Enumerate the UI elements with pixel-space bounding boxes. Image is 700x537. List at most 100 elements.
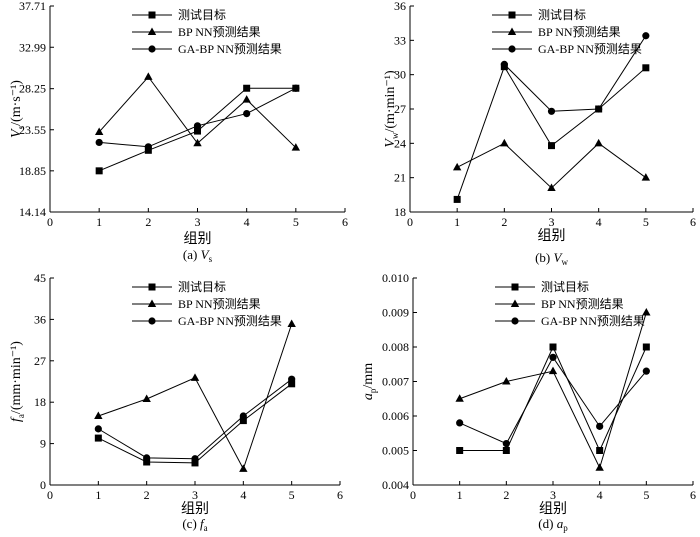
legend-label: BP NN预测结果	[541, 297, 624, 311]
y-axis-title: Vs/(m·s⁻¹)	[9, 80, 26, 138]
data-point	[548, 142, 555, 150]
x-tick-label: 5	[293, 215, 299, 229]
data-point	[548, 366, 558, 375]
data-point	[502, 440, 510, 448]
legend-label: GA-BP NN预测结果	[541, 314, 645, 328]
caption-prefix: (b)	[535, 250, 553, 265]
caption-prefix: (c)	[182, 516, 200, 531]
legend-marker	[511, 283, 519, 291]
x-tick-label: 6	[342, 215, 348, 229]
y-tick-label: 18	[34, 395, 46, 409]
x-tick-label: 2	[144, 488, 150, 502]
legend-marker	[511, 317, 519, 325]
data-point	[239, 417, 247, 425]
data-point	[144, 143, 152, 151]
series-line	[99, 87, 297, 148]
series-triangle	[455, 308, 651, 471]
x-tick-label: 2	[145, 215, 151, 229]
legend-marker	[148, 11, 156, 19]
data-point	[239, 464, 248, 472]
y-tick-label: 24	[394, 136, 406, 150]
data-point	[193, 138, 202, 147]
data-point	[287, 319, 296, 327]
chart-vw: 0 1 2 3 4 5 618212427303336组别Vw/(m·min⁻¹)测试目标B…	[383, 0, 696, 267]
data-point	[191, 459, 199, 467]
data-point	[642, 64, 650, 72]
series-line	[98, 76, 297, 149]
data-point	[549, 353, 557, 361]
caption-prefix: (d)	[538, 516, 556, 531]
legend-label: BP NN预测结果	[178, 297, 261, 311]
legend-marker	[510, 299, 520, 307]
data-point	[95, 138, 103, 147]
series-line	[459, 312, 647, 470]
series-line	[98, 323, 293, 471]
series-circle	[456, 353, 650, 448]
x-tick-label: 3	[550, 488, 556, 502]
series-circle	[95, 84, 300, 151]
y-axis-title-main: V	[9, 128, 24, 138]
x-tick-label: 3	[549, 215, 555, 229]
x-axis-title: 组别	[184, 231, 212, 247]
y-tick-label: 0.010	[382, 271, 409, 285]
y-axis-title-unit: /(mm·min⁻¹)	[9, 341, 24, 414]
data-point	[143, 458, 151, 466]
data-point	[595, 105, 603, 113]
series-triangle	[94, 72, 301, 151]
data-point	[642, 367, 650, 375]
data-point	[596, 422, 604, 430]
data-point	[95, 167, 103, 175]
x-tick-label: 5	[643, 215, 649, 229]
series-square	[95, 84, 300, 175]
legend-marker	[148, 283, 156, 291]
legend-label: BP NN预测结果	[178, 25, 261, 39]
data-point	[595, 463, 604, 471]
x-tick-label: 4	[244, 215, 250, 229]
y-axis-title: ap/mm	[361, 363, 378, 400]
caption-prefix: (a)	[183, 247, 201, 262]
x-tick-label: 4	[596, 215, 602, 229]
caption-sub: s	[209, 254, 213, 264]
legend-label: 测试目标	[178, 7, 226, 22]
data-point	[594, 138, 603, 147]
legend-marker	[148, 45, 156, 53]
data-point	[288, 380, 296, 388]
caption-sub: a	[204, 523, 208, 533]
series-square	[94, 380, 296, 467]
series-line	[98, 378, 292, 460]
x-axis-title: 组别	[538, 228, 566, 244]
data-point	[239, 412, 247, 420]
series-circle	[500, 32, 650, 115]
data-point	[193, 122, 202, 130]
x-tick-label: 6	[337, 488, 343, 502]
y-tick-label: 27	[34, 354, 46, 368]
caption-sub: p	[563, 523, 568, 533]
chart-ap: 0 1 2 3 4 5 6 0.004 0.005 0.006 0.007 0.008 0.009 0.0…	[361, 271, 696, 533]
y-tick-label: 30	[394, 68, 406, 82]
x-tick-label: 6	[690, 215, 696, 229]
y-tick-label: 37.71	[19, 0, 46, 13]
data-point	[242, 95, 251, 103]
y-tick-label: 0.009	[382, 306, 409, 320]
series-line	[456, 142, 647, 189]
legend-label: 测试目标	[538, 7, 586, 22]
data-point	[455, 394, 464, 402]
data-point	[292, 84, 300, 92]
y-axis-title-main: f	[9, 416, 24, 422]
data-point	[94, 411, 103, 419]
x-axis-title: 组别	[539, 501, 567, 517]
series-triangle	[94, 319, 296, 472]
x-tick-label: 0	[47, 215, 53, 229]
y-axis-title-main: V	[383, 138, 398, 148]
series-line	[503, 35, 647, 112]
y-axis-title-main: a	[361, 393, 376, 400]
panel-caption: (d) ap	[538, 516, 568, 533]
x-tick-label: 5	[289, 488, 295, 502]
y-axis-title-unit: /mm	[361, 363, 376, 389]
data-point	[453, 195, 461, 203]
panel-caption: (b) Vw	[535, 250, 568, 267]
caption-main: a	[557, 516, 564, 531]
legend-label: GA-BP NN预测结果	[178, 42, 282, 56]
y-tick-label: 14.14	[19, 205, 46, 219]
series-line	[98, 383, 292, 464]
